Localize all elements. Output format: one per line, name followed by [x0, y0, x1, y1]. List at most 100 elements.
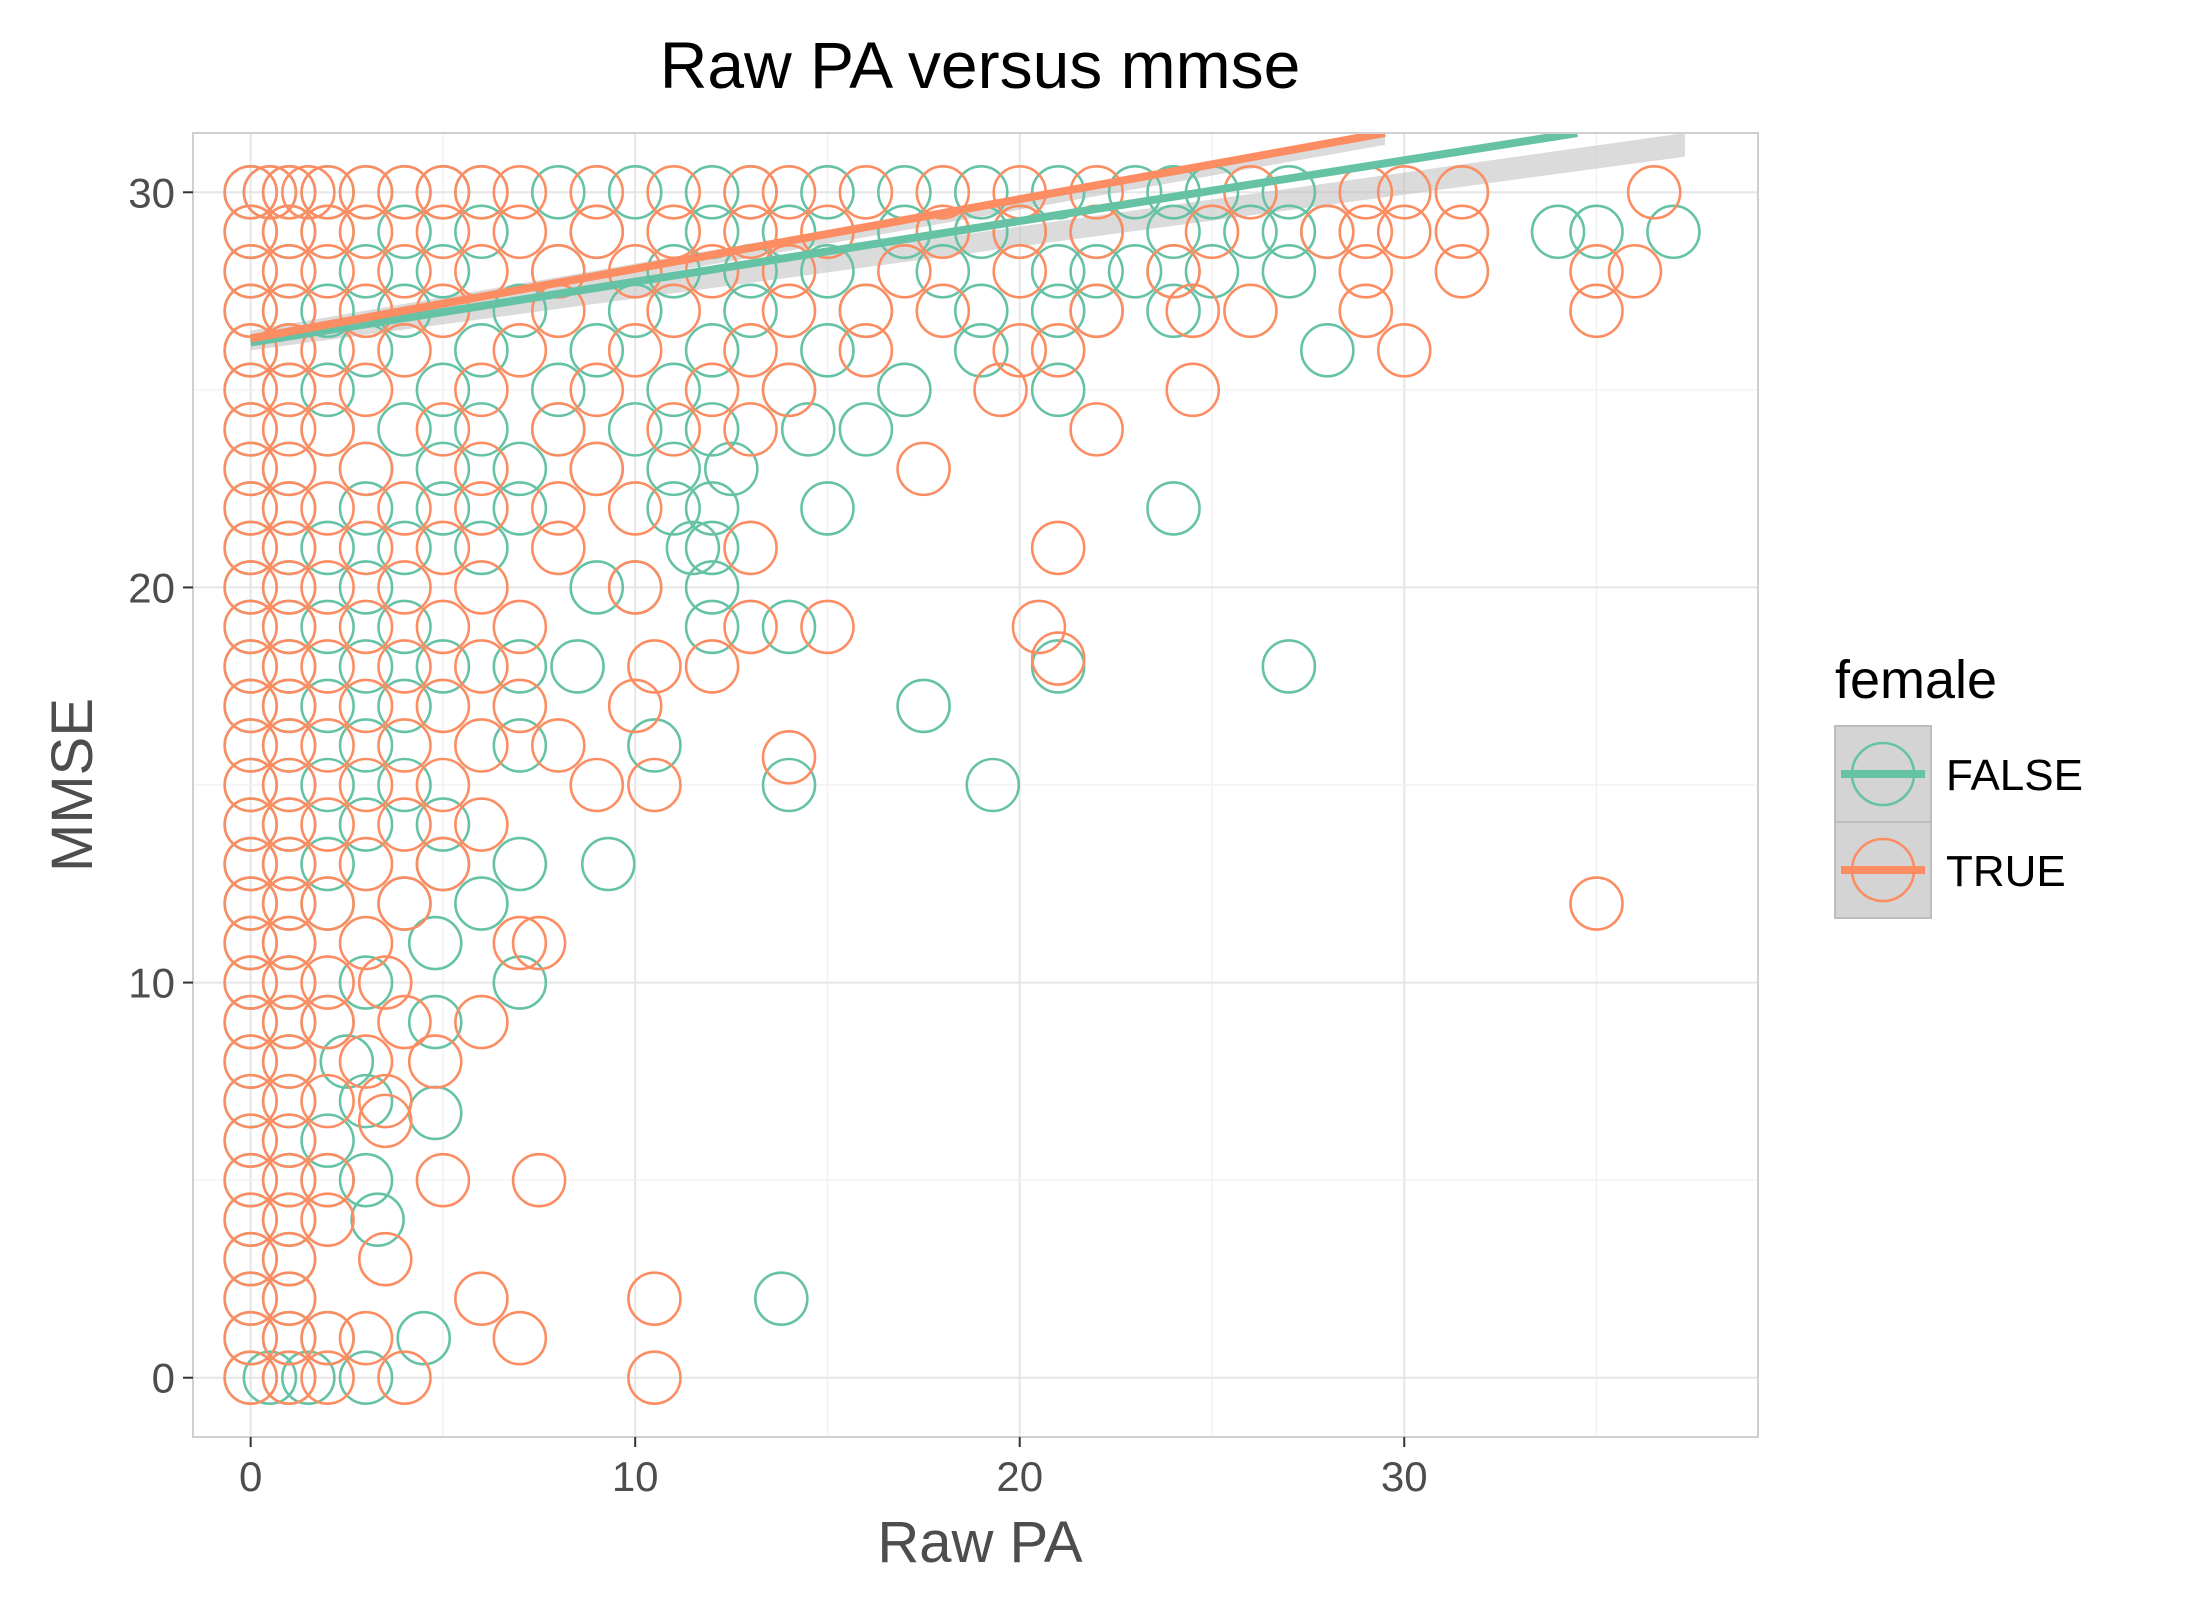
data-point-true — [223, 204, 278, 260]
data-point-false — [407, 994, 463, 1050]
data-point-true — [415, 402, 471, 457]
data-point-true — [1030, 323, 1086, 378]
data-point-true — [261, 402, 317, 457]
data-point-true — [723, 402, 778, 457]
data-point-true — [415, 520, 471, 576]
data-point-true — [530, 402, 586, 457]
data-point-true — [300, 560, 355, 615]
data-point-false — [1261, 639, 1317, 694]
axis-ticks: 0 10 20 30 0 10 20 30 — [128, 169, 1427, 1500]
legend-item-true: TRUE — [1834, 821, 2066, 919]
data-point-true — [223, 1231, 278, 1287]
y-axis-title: MMSE — [40, 698, 105, 872]
data-point-true — [223, 1192, 278, 1247]
data-point-true — [223, 876, 278, 931]
data-point-true — [607, 323, 663, 378]
data-point-true — [1434, 164, 1490, 220]
data-point-true — [1184, 204, 1240, 260]
data-point-true — [223, 323, 278, 378]
data-point-true — [261, 1113, 317, 1168]
data-point-true — [261, 599, 317, 655]
data-point-false — [1530, 204, 1586, 260]
data-point-true — [261, 639, 317, 694]
data-point-false — [1107, 244, 1163, 299]
data-point-true — [300, 955, 355, 1010]
data-point-true — [454, 560, 509, 615]
data-point-true — [723, 599, 778, 655]
data-point-false — [1030, 244, 1086, 299]
data-point-false — [665, 520, 721, 576]
data-point-true — [357, 1231, 413, 1287]
data-point-true — [877, 244, 932, 299]
data-point-true — [261, 560, 317, 615]
data-point-true — [261, 323, 317, 378]
data-point-false — [838, 402, 894, 457]
data-point-false — [338, 560, 394, 615]
plot-panel-border — [192, 132, 1759, 1438]
data-point-true — [1376, 323, 1432, 378]
data-point-false — [338, 1152, 394, 1208]
data-point-true — [223, 639, 278, 694]
data-point-true — [992, 204, 1048, 260]
data-point-true — [223, 560, 278, 615]
data-point-false — [319, 1034, 375, 1089]
data-point-true — [300, 876, 355, 931]
y-tick-label: 0 — [152, 1355, 175, 1402]
data-point-false — [1646, 204, 1701, 260]
data-point-true — [300, 797, 355, 852]
data-point-true — [300, 1350, 355, 1406]
data-point-true — [338, 520, 394, 576]
data-point-false — [300, 520, 355, 576]
data-point-false — [377, 757, 432, 813]
data-point-true — [300, 1073, 355, 1129]
data-point-true — [761, 730, 817, 785]
data-point-true — [1376, 164, 1432, 220]
data-point-true — [492, 678, 548, 734]
data-point-false — [704, 441, 759, 497]
data-point-false — [300, 283, 355, 339]
data-point-true — [261, 1034, 317, 1089]
data-point-true — [377, 244, 432, 299]
data-point-true — [357, 1093, 413, 1149]
data-point-false — [377, 402, 432, 457]
data-point-true — [415, 1152, 471, 1208]
data-point-false — [953, 283, 1009, 339]
data-point-false — [377, 599, 432, 655]
data-point-true — [511, 915, 567, 971]
data-point-false — [454, 520, 509, 576]
data-point-true — [300, 204, 355, 260]
data-point-true — [627, 1350, 682, 1406]
data-point-true — [530, 520, 586, 576]
data-point-true — [1011, 599, 1067, 655]
data-point-true — [492, 164, 548, 220]
data-point-false — [338, 1073, 394, 1129]
data-point-true — [300, 481, 355, 536]
data-point-true — [223, 481, 278, 536]
data-point-true — [1300, 204, 1355, 260]
data-point-true — [338, 164, 394, 220]
data-point-true — [338, 836, 394, 892]
data-point-true — [454, 362, 509, 418]
data-point-true — [1338, 283, 1394, 339]
data-point-true — [761, 164, 817, 220]
data-point-false — [800, 323, 855, 378]
data-point-true — [607, 678, 663, 734]
data-point-true — [261, 718, 317, 773]
data-point-false — [415, 244, 471, 299]
data-point-true — [646, 402, 701, 457]
data-point-true — [223, 678, 278, 734]
data-point-true — [223, 836, 278, 892]
data-point-true — [1223, 283, 1278, 339]
data-point-false — [684, 323, 740, 378]
data-point-false — [492, 718, 548, 773]
data-point-true — [377, 994, 432, 1050]
data-point-true — [511, 1152, 567, 1208]
data-point-true — [223, 994, 278, 1050]
data-point-true — [338, 204, 394, 260]
grid — [193, 133, 1758, 1437]
data-point-true — [261, 797, 317, 852]
data-point-false — [1223, 204, 1278, 260]
data-point-true — [915, 283, 971, 339]
data-point-true — [627, 639, 682, 694]
data-point-false — [454, 402, 509, 457]
